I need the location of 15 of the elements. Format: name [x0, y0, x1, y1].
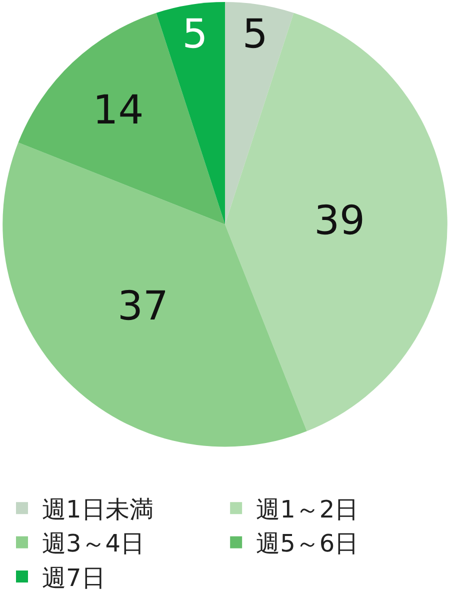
pie-slice	[225, 12, 448, 432]
data-label: 37	[118, 283, 168, 330]
legend-label: 週5～6日	[256, 530, 359, 558]
pie-slice	[2, 142, 307, 447]
data-label: 5	[242, 11, 268, 58]
data-label: 39	[314, 198, 365, 244]
legend-label: 週1～2日	[256, 495, 359, 524]
legend-label: 週1日未満	[42, 495, 154, 524]
pie-slice	[18, 12, 225, 224]
legend-label: 週3～4日	[42, 530, 145, 558]
pie-slice	[156, 2, 225, 224]
legend-label: 週7日	[42, 564, 106, 592]
data-label: 5	[182, 11, 208, 58]
pie-slice	[225, 2, 294, 224]
data-label: 14	[92, 88, 144, 134]
